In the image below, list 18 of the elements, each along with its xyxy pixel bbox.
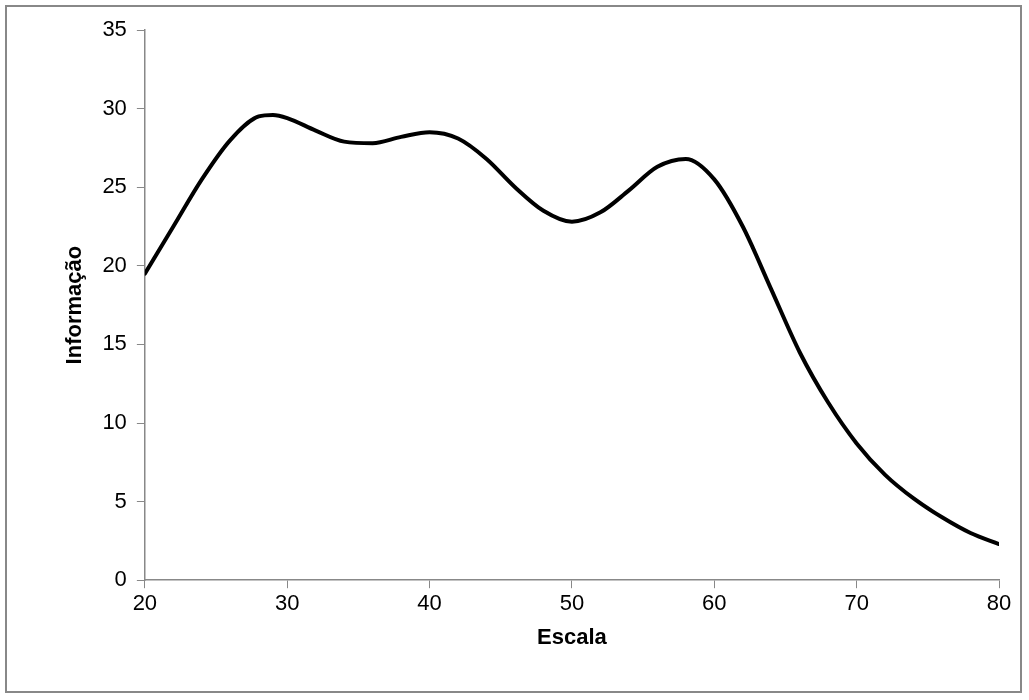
x-tick-label: 60 xyxy=(702,590,727,616)
x-axis-title: Escala xyxy=(537,623,608,649)
line-series xyxy=(144,112,999,547)
y-tick-label: 25 xyxy=(102,173,127,199)
y-tick-label: 15 xyxy=(102,330,127,356)
x-tick-label: 20 xyxy=(132,590,158,616)
y-tick-label: 5 xyxy=(114,487,127,513)
x-tick-label: 30 xyxy=(274,590,300,616)
x-tick-label: 70 xyxy=(844,590,869,616)
y-axis-title: Informação xyxy=(61,245,87,365)
x-tick-label: 80 xyxy=(986,590,1012,616)
y-tick-label: 0 xyxy=(114,566,127,592)
x-tick-label: 50 xyxy=(559,590,585,616)
y-tick-label: 35 xyxy=(102,16,127,42)
x-tick-label: 40 xyxy=(417,590,442,616)
y-tick-label: 30 xyxy=(102,94,127,120)
y-tick-label: 10 xyxy=(102,409,127,435)
y-tick-label: 20 xyxy=(102,251,127,277)
